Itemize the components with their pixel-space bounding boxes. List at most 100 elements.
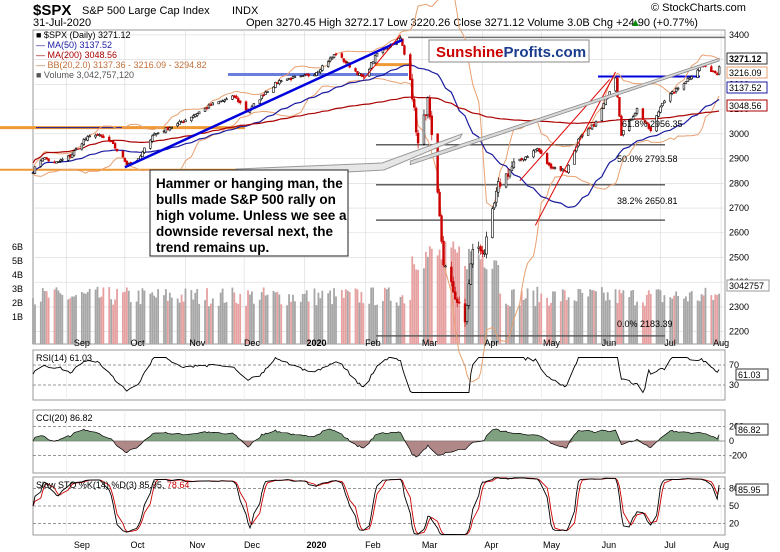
volume-bar	[211, 298, 214, 344]
volume-tag: 3042757	[729, 281, 764, 291]
volume-bar	[471, 257, 474, 344]
volume-bar	[301, 294, 304, 344]
candle-body	[143, 147, 146, 153]
rsi-tag: 61.03	[738, 370, 761, 380]
legend-volume: ■ Volume 3,042,757,120	[36, 70, 134, 80]
sto-tick-label: 50	[729, 501, 739, 511]
candle-body	[154, 133, 158, 136]
candle-body	[45, 157, 48, 160]
candle-body	[280, 80, 283, 82]
volume-bar	[436, 255, 439, 344]
x-tick-label: Dec	[244, 338, 261, 348]
candle-body	[454, 291, 457, 300]
volume-bar	[577, 288, 580, 344]
price-tick-label: 2600	[729, 228, 749, 238]
legend-bb: — BB(20,2.0) 3137.36 - 3216.09 - 3294.82	[36, 60, 207, 70]
volume-bar	[426, 256, 429, 344]
price-tick-label: 2900	[729, 154, 749, 164]
volume-bar	[251, 291, 253, 344]
brand-part2: Profits	[504, 44, 552, 61]
candle-body	[55, 161, 58, 164]
candle-body	[399, 37, 402, 40]
volume-bar	[657, 289, 660, 344]
volume-bar	[602, 292, 605, 344]
candle-body	[672, 92, 676, 94]
volume-bar	[157, 289, 160, 344]
bb-upper-line	[32, 0, 720, 208]
candle-body	[315, 72, 318, 76]
volume-bar	[677, 296, 679, 344]
volume-bar	[383, 287, 386, 344]
volume-bar	[272, 290, 275, 344]
candle-body	[442, 240, 445, 266]
candle-body	[276, 82, 279, 84]
volume-bar	[688, 292, 691, 344]
volume-bar	[360, 292, 363, 344]
volume-bar	[686, 301, 689, 344]
candle-body	[481, 249, 484, 255]
volume-bar	[153, 295, 156, 344]
candle-body	[289, 77, 293, 80]
volume-bar	[669, 297, 672, 344]
volume-bar	[110, 299, 113, 344]
volume-bar	[442, 252, 445, 344]
volume-bar	[245, 305, 247, 344]
volume-bar	[575, 301, 578, 344]
candle-body	[491, 208, 494, 238]
candle-body	[520, 158, 523, 160]
volume-bar	[209, 303, 212, 344]
candle-body	[108, 136, 111, 142]
candle-body	[712, 70, 715, 73]
volume-bar	[165, 289, 167, 344]
volume-bar	[356, 289, 359, 344]
volume-bar	[313, 288, 316, 344]
candle-body	[671, 91, 674, 94]
candle-body	[618, 97, 621, 117]
candle-body	[168, 127, 172, 131]
volume-bar	[239, 293, 242, 344]
sto-k-line	[32, 477, 720, 536]
cci-tag: 86.82	[738, 425, 761, 435]
x-tick-label-bottom: Feb	[365, 540, 381, 550]
candle-body	[356, 71, 359, 75]
ma50-tag: 3137.52	[729, 83, 762, 93]
volume-bar	[278, 294, 281, 344]
candle-body	[426, 97, 430, 116]
volume-bar	[493, 260, 496, 344]
x-tick-label: Oct	[131, 338, 146, 348]
volume-tick-label: 1B	[12, 312, 23, 322]
candle-body	[162, 130, 166, 133]
x-tick-label-bottom: 2020	[306, 540, 326, 550]
volume-bar	[483, 267, 486, 344]
volume-bar	[135, 301, 138, 344]
candle-body	[197, 111, 201, 115]
volume-bar	[423, 268, 425, 344]
volume-bar	[452, 241, 455, 344]
volume-bar	[342, 297, 345, 344]
candle-body	[305, 73, 308, 76]
x-tick-label-bottom: Nov	[189, 540, 206, 550]
x-tick-label: May	[543, 338, 561, 348]
volume-bar	[307, 301, 310, 344]
candle-body	[696, 69, 699, 78]
candle-body	[524, 156, 527, 160]
volume-bar	[696, 300, 699, 344]
candle-body	[203, 107, 207, 112]
candle-body	[231, 95, 234, 100]
candle-body	[264, 91, 267, 95]
volume-bar	[401, 295, 404, 344]
candle-body	[717, 66, 721, 75]
volume-bar	[382, 301, 384, 344]
candle-body	[635, 108, 639, 114]
candle-body	[43, 157, 46, 160]
candle-body	[614, 77, 617, 92]
volume-bar	[397, 305, 400, 344]
candle-body	[141, 151, 144, 158]
sto-title-k: Slow STO %K(14) %D(3) 85.95,	[36, 480, 164, 490]
volume-bar	[344, 289, 347, 344]
x-tick-label-bottom: Jul	[664, 540, 676, 550]
candle-body	[239, 100, 242, 104]
candle-body	[156, 132, 160, 135]
candle-body	[53, 161, 56, 164]
candle-body	[80, 143, 84, 150]
